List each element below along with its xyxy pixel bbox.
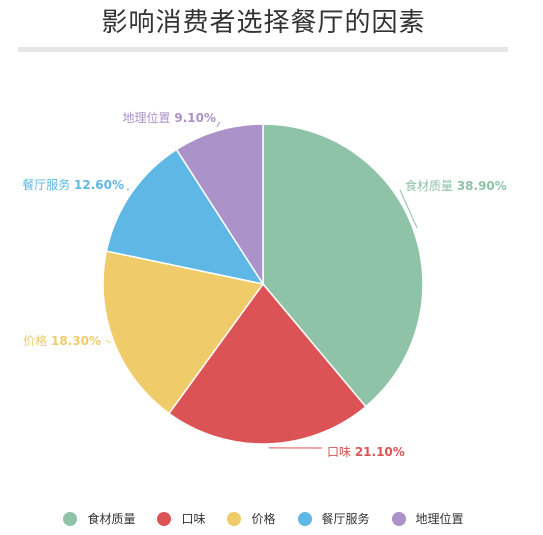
legend-label: 口味 <box>181 512 206 526</box>
slice-label: 地理位置 9.10% <box>123 110 216 125</box>
legend-swatch <box>63 511 78 526</box>
pie-slice[interactable] <box>105 148 265 286</box>
legend-item[interactable]: 价格 <box>227 510 276 527</box>
title-underline <box>18 47 508 52</box>
label-leader-line <box>216 121 221 127</box>
legend-label: 食材质量 <box>87 512 136 526</box>
label-leader-line <box>399 189 418 229</box>
slice-label: 价格 18.30% <box>23 333 101 348</box>
legend-swatch <box>297 511 312 526</box>
pie-slice[interactable] <box>167 282 367 445</box>
legend-swatch <box>157 511 172 526</box>
pie-slice[interactable] <box>175 123 264 287</box>
legend-item[interactable]: 食材质量 <box>63 510 135 527</box>
pie-slice[interactable] <box>102 250 265 415</box>
chart-title: 影响消费者选择餐厅的因素 <box>101 8 426 38</box>
legend-label: 餐厅服务 <box>321 512 370 526</box>
label-leader-line <box>105 339 111 344</box>
legend-item[interactable]: 口味 <box>157 510 205 527</box>
legend-item[interactable]: 餐厅服务 <box>297 510 370 527</box>
legend-label: 价格 <box>251 512 276 526</box>
slice-label: 口味 21.10% <box>327 445 405 459</box>
pie-slice[interactable] <box>262 123 424 408</box>
slice-label: 餐厅服务 12.60% <box>22 177 124 192</box>
slice-label: 食材质量 38.90% <box>405 178 507 193</box>
legend-item[interactable]: 地理位置 <box>391 510 464 527</box>
legend: 食材质量 口味 价格 餐厅服务 地理位置 <box>0 510 527 527</box>
legend-swatch <box>391 511 406 526</box>
legend-swatch <box>227 511 242 526</box>
legend-label: 地理位置 <box>415 512 464 526</box>
